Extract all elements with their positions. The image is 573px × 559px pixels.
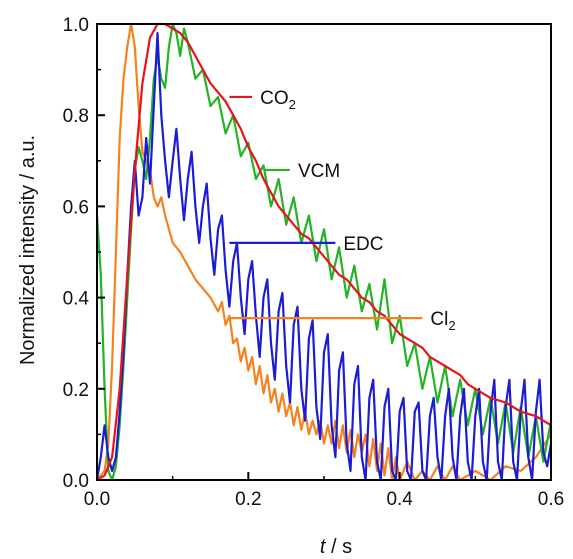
series-line-vcm (97, 22, 551, 480)
x-tick-label: 0.2 (235, 489, 261, 510)
y-tick-label: 0.2 (63, 380, 89, 401)
x-tick-label: 0.6 (538, 489, 564, 510)
legend-layer: CO2 VCM EDC Cl2 (229, 88, 456, 333)
x-tick-label: 0.0 (84, 489, 110, 510)
y-axis-title: Normalized intensity / a.u. (17, 135, 39, 365)
series-line-co2 (97, 22, 551, 480)
series-line-cl2 (97, 22, 551, 480)
x-axis-title-italic: t (320, 536, 327, 558)
legend-label-edc: EDC (343, 234, 383, 255)
legend-label-co2: CO2 (260, 88, 296, 112)
y-tick-label: 1.0 (63, 15, 89, 36)
legend-label-cl2: Cl2 (430, 309, 455, 333)
y-tick-label: 0.0 (63, 471, 89, 492)
y-tick-label: 0.6 (63, 197, 89, 218)
ticks-layer: 0.0 0.2 0.4 0.6 0.0 0.2 0.4 0.6 0.8 1.0 (63, 15, 565, 510)
x-axis-title-unit: / s (325, 536, 352, 558)
plot-frame (96, 23, 552, 481)
x-tick-label: 0.4 (386, 489, 413, 510)
series-line-edc (97, 31, 551, 480)
x-axis-title: t / s (320, 536, 352, 558)
legend-label-vcm: VCM (298, 161, 340, 182)
y-tick-label: 0.4 (63, 289, 90, 310)
series-layer (97, 22, 551, 480)
y-tick-label: 0.8 (63, 106, 89, 127)
